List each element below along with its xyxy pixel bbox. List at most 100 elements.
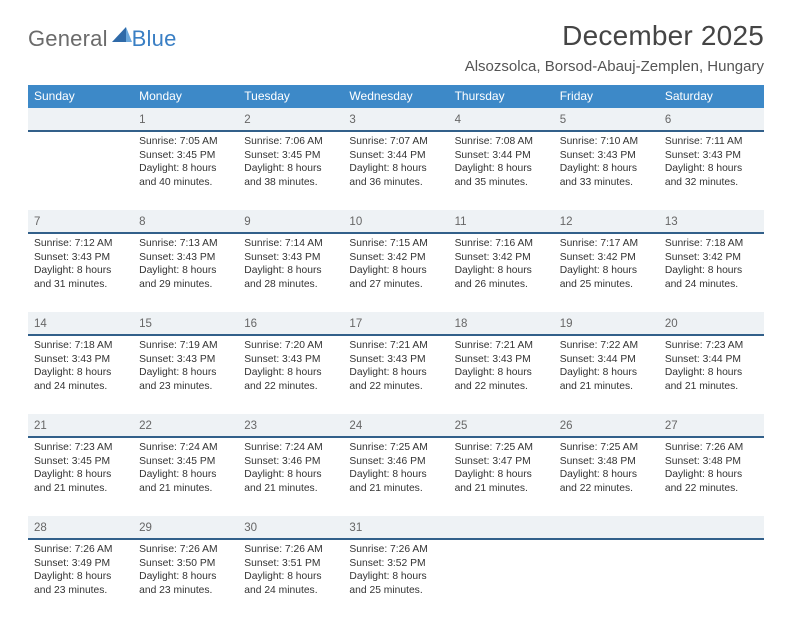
info-cell: Sunrise: 7:26 AMSunset: 3:52 PMDaylight:… xyxy=(343,540,448,618)
calendar: SundayMondayTuesdayWednesdayThursdayFrid… xyxy=(28,85,764,618)
date-cell: 9 xyxy=(238,210,343,232)
date-number: 27 xyxy=(665,420,678,432)
info-line: Daylight: 8 hours xyxy=(665,162,758,176)
date-number: 18 xyxy=(455,318,468,330)
info-line: Daylight: 8 hours xyxy=(139,264,232,278)
info-line: Sunrise: 7:08 AM xyxy=(455,135,548,149)
info-cell: Sunrise: 7:26 AMSunset: 3:48 PMDaylight:… xyxy=(659,438,764,516)
date-number: 3 xyxy=(349,114,355,126)
date-number: 2 xyxy=(244,114,250,126)
info-line: Sunrise: 7:23 AM xyxy=(34,441,127,455)
info-cell: Sunrise: 7:12 AMSunset: 3:43 PMDaylight:… xyxy=(28,234,133,312)
info-line: Sunset: 3:42 PM xyxy=(455,251,548,265)
info-line: and 23 minutes. xyxy=(139,584,232,598)
info-line: Sunrise: 7:20 AM xyxy=(244,339,337,353)
sun-info: Sunrise: 7:24 AMSunset: 3:45 PMDaylight:… xyxy=(139,441,232,495)
info-line: Daylight: 8 hours xyxy=(560,468,653,482)
logo-triangle-icon xyxy=(112,27,132,45)
date-number: 1 xyxy=(139,114,145,126)
info-line: Sunset: 3:44 PM xyxy=(455,149,548,163)
date-cell: 10 xyxy=(343,210,448,232)
logo-word-2: Blue xyxy=(132,26,177,52)
info-line: Sunrise: 7:12 AM xyxy=(34,237,127,251)
info-line: and 21 minutes. xyxy=(139,482,232,496)
sun-info: Sunrise: 7:08 AMSunset: 3:44 PMDaylight:… xyxy=(455,135,548,189)
info-line: Daylight: 8 hours xyxy=(349,264,442,278)
info-cell: Sunrise: 7:26 AMSunset: 3:50 PMDaylight:… xyxy=(133,540,238,618)
info-line: Daylight: 8 hours xyxy=(665,366,758,380)
info-line: Sunset: 3:43 PM xyxy=(560,149,653,163)
date-cell: 29 xyxy=(133,516,238,538)
info-line: Daylight: 8 hours xyxy=(455,162,548,176)
info-cell: Sunrise: 7:13 AMSunset: 3:43 PMDaylight:… xyxy=(133,234,238,312)
info-cell: Sunrise: 7:22 AMSunset: 3:44 PMDaylight:… xyxy=(554,336,659,414)
info-line: Sunrise: 7:16 AM xyxy=(455,237,548,251)
date-cell: 20 xyxy=(659,312,764,334)
info-line: Sunset: 3:52 PM xyxy=(349,557,442,571)
info-line: Sunset: 3:45 PM xyxy=(34,455,127,469)
date-number: 12 xyxy=(560,216,573,228)
sun-info: Sunrise: 7:11 AMSunset: 3:43 PMDaylight:… xyxy=(665,135,758,189)
date-number: 13 xyxy=(665,216,678,228)
header: General Blue December 2025 Alsozsolca, B… xyxy=(28,20,764,75)
info-line: Sunset: 3:43 PM xyxy=(139,251,232,265)
info-line: and 38 minutes. xyxy=(244,176,337,190)
date-number: 26 xyxy=(560,420,573,432)
info-line: Sunrise: 7:11 AM xyxy=(665,135,758,149)
title-block: December 2025 Alsozsolca, Borsod-Abauj-Z… xyxy=(465,20,764,75)
sun-info: Sunrise: 7:17 AMSunset: 3:42 PMDaylight:… xyxy=(560,237,653,291)
info-line: Sunrise: 7:23 AM xyxy=(665,339,758,353)
info-line: Sunrise: 7:10 AM xyxy=(560,135,653,149)
info-cell: Sunrise: 7:21 AMSunset: 3:43 PMDaylight:… xyxy=(449,336,554,414)
date-cell: 31 xyxy=(343,516,448,538)
date-cell: 18 xyxy=(449,312,554,334)
info-line: Sunrise: 7:15 AM xyxy=(349,237,442,251)
info-line: and 21 minutes. xyxy=(244,482,337,496)
info-line: Sunrise: 7:13 AM xyxy=(139,237,232,251)
info-line: Sunrise: 7:05 AM xyxy=(139,135,232,149)
info-cell: Sunrise: 7:18 AMSunset: 3:42 PMDaylight:… xyxy=(659,234,764,312)
date-cell: 23 xyxy=(238,414,343,436)
date-cell xyxy=(449,516,554,538)
info-line: Daylight: 8 hours xyxy=(560,264,653,278)
info-line: and 26 minutes. xyxy=(455,278,548,292)
info-line: and 24 minutes. xyxy=(34,380,127,394)
date-number: 22 xyxy=(139,420,152,432)
date-number: 20 xyxy=(665,318,678,330)
info-line: Sunrise: 7:22 AM xyxy=(560,339,653,353)
info-line: Sunset: 3:50 PM xyxy=(139,557,232,571)
sun-info: Sunrise: 7:26 AMSunset: 3:51 PMDaylight:… xyxy=(244,543,337,597)
sun-info: Sunrise: 7:23 AMSunset: 3:44 PMDaylight:… xyxy=(665,339,758,393)
info-line: Sunrise: 7:26 AM xyxy=(244,543,337,557)
info-line: Sunrise: 7:18 AM xyxy=(665,237,758,251)
date-number: 4 xyxy=(455,114,461,126)
sun-info: Sunrise: 7:18 AMSunset: 3:42 PMDaylight:… xyxy=(665,237,758,291)
info-line: and 31 minutes. xyxy=(34,278,127,292)
info-line: Sunrise: 7:25 AM xyxy=(349,441,442,455)
sun-info: Sunrise: 7:25 AMSunset: 3:48 PMDaylight:… xyxy=(560,441,653,495)
date-cell: 15 xyxy=(133,312,238,334)
sun-info: Sunrise: 7:14 AMSunset: 3:43 PMDaylight:… xyxy=(244,237,337,291)
date-number: 29 xyxy=(139,522,152,534)
date-number: 14 xyxy=(34,318,47,330)
info-cell: Sunrise: 7:26 AMSunset: 3:49 PMDaylight:… xyxy=(28,540,133,618)
info-row: Sunrise: 7:23 AMSunset: 3:45 PMDaylight:… xyxy=(28,438,764,516)
sun-info: Sunrise: 7:13 AMSunset: 3:43 PMDaylight:… xyxy=(139,237,232,291)
location-text: Alsozsolca, Borsod-Abauj-Zemplen, Hungar… xyxy=(465,58,764,75)
info-cell: Sunrise: 7:21 AMSunset: 3:43 PMDaylight:… xyxy=(343,336,448,414)
sun-info: Sunrise: 7:21 AMSunset: 3:43 PMDaylight:… xyxy=(349,339,442,393)
info-line: Daylight: 8 hours xyxy=(455,468,548,482)
sun-info: Sunrise: 7:26 AMSunset: 3:48 PMDaylight:… xyxy=(665,441,758,495)
info-line: Daylight: 8 hours xyxy=(665,264,758,278)
day-header-cell: Friday xyxy=(554,85,659,108)
info-line: Sunset: 3:42 PM xyxy=(665,251,758,265)
date-number: 21 xyxy=(34,420,47,432)
day-header-cell: Monday xyxy=(133,85,238,108)
info-line: Sunset: 3:43 PM xyxy=(139,353,232,367)
date-cell: 21 xyxy=(28,414,133,436)
info-cell: Sunrise: 7:16 AMSunset: 3:42 PMDaylight:… xyxy=(449,234,554,312)
info-line: Sunrise: 7:24 AM xyxy=(139,441,232,455)
info-line: Daylight: 8 hours xyxy=(244,468,337,482)
info-cell: Sunrise: 7:15 AMSunset: 3:42 PMDaylight:… xyxy=(343,234,448,312)
info-line: Daylight: 8 hours xyxy=(34,468,127,482)
